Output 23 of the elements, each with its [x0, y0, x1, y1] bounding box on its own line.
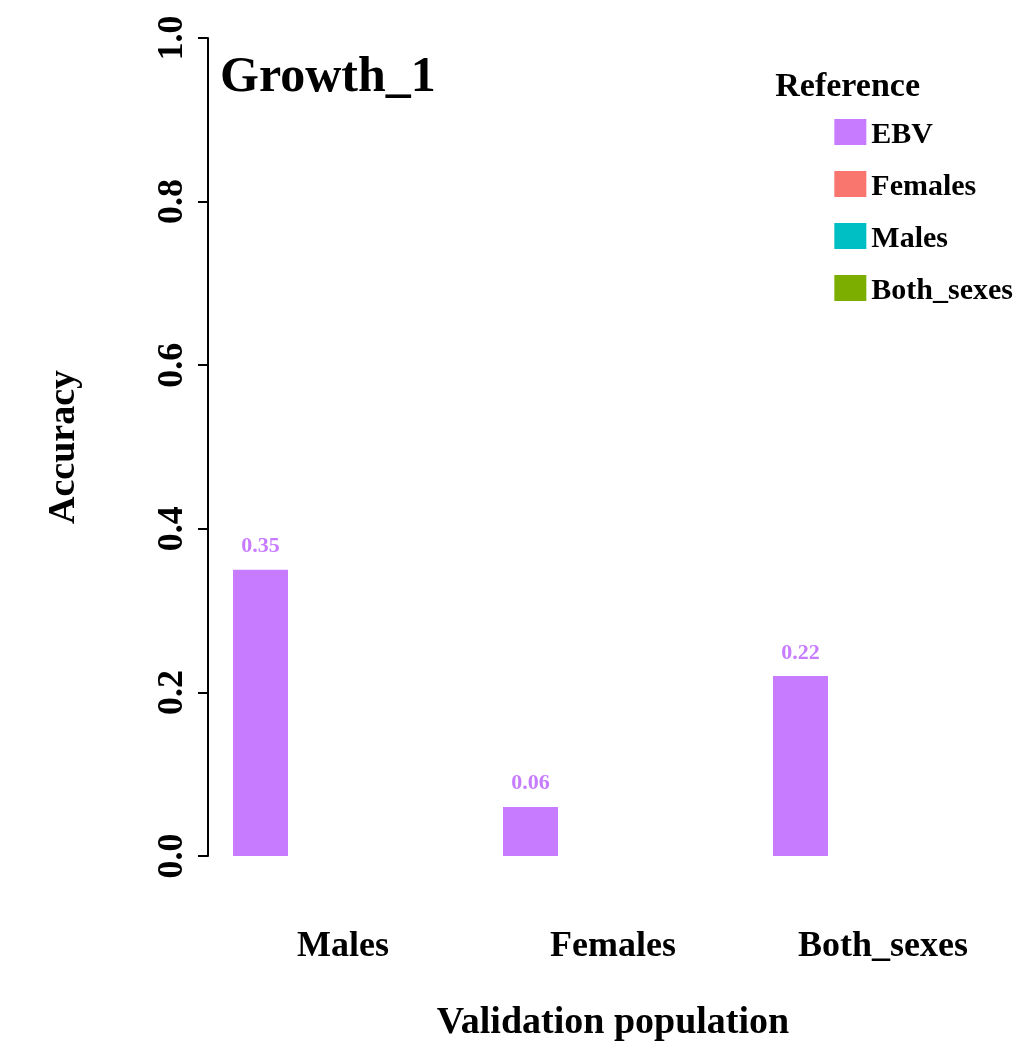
legend-label: Both_sexes	[871, 271, 1014, 305]
x-tick-label: Both_sexes	[798, 924, 968, 964]
y-tick-label: 0.8	[150, 179, 190, 225]
y-axis-title: Accuracy	[40, 369, 82, 525]
y-tick-label: 0.4	[150, 506, 190, 552]
x-axis-title: Validation population	[436, 999, 790, 1041]
legend-label: EBV	[871, 115, 934, 149]
y-tick-label: 0.6	[150, 342, 190, 388]
legend-label: Males	[871, 219, 948, 253]
chart-title: Growth_1	[220, 46, 436, 102]
y-tick-label: 1.0	[150, 15, 190, 61]
bar	[503, 806, 558, 856]
legend-title: Reference	[775, 65, 920, 103]
legend-label: Females	[871, 167, 977, 201]
y-tick-label: 0.2	[150, 669, 190, 715]
y-tick-label: 0.0	[150, 833, 190, 879]
x-tick-label: Males	[297, 924, 389, 964]
data-label: 0.22	[781, 638, 820, 664]
x-tick-label: Females	[550, 924, 676, 964]
bar	[773, 676, 828, 856]
data-label: 0.06	[511, 769, 550, 795]
data-label: 0.35	[241, 532, 280, 558]
bar	[233, 569, 288, 856]
